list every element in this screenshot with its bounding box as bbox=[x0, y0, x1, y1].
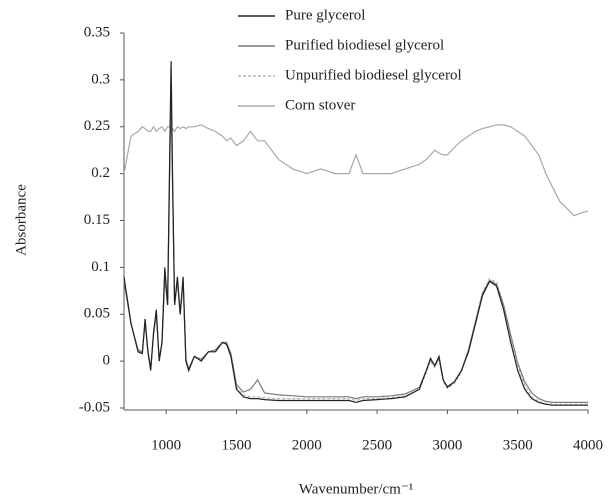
legend-label: Unpurified biodiesel glycerol bbox=[285, 67, 462, 83]
y-tick-label: 0.2 bbox=[91, 165, 110, 181]
y-tick-label: 0.35 bbox=[84, 24, 110, 40]
series-line bbox=[123, 89, 588, 403]
x-tick-label: 2500 bbox=[362, 437, 392, 453]
x-axis-label: Wavenumber/cm⁻¹ bbox=[299, 481, 414, 497]
x-tick-label: 2000 bbox=[292, 437, 322, 453]
y-tick-label: 0.25 bbox=[84, 118, 110, 134]
series-line bbox=[123, 61, 588, 406]
y-tick-label: 0 bbox=[103, 353, 111, 369]
x-tick-label: 1000 bbox=[151, 437, 181, 453]
x-tick-label: 3500 bbox=[503, 437, 533, 453]
legend-label: Purified biodiesel glycerol bbox=[285, 37, 444, 53]
y-tick-label: -0.05 bbox=[79, 399, 110, 415]
x-tick-label: 3000 bbox=[432, 437, 462, 453]
series-line bbox=[123, 70, 588, 405]
legend-label: Corn stover bbox=[285, 97, 355, 113]
x-tick-label: 4000 bbox=[573, 437, 603, 453]
y-tick-label: 0.15 bbox=[84, 212, 110, 228]
x-tick-label: 1500 bbox=[221, 437, 251, 453]
y-tick-label: 0.05 bbox=[84, 306, 110, 322]
legend-label: Pure glycerol bbox=[285, 7, 365, 23]
y-tick-label: 0.1 bbox=[91, 259, 110, 275]
y-tick-label: 0.3 bbox=[91, 71, 110, 87]
series-line bbox=[123, 124, 589, 217]
y-axis-label: Absorbance bbox=[13, 184, 29, 256]
